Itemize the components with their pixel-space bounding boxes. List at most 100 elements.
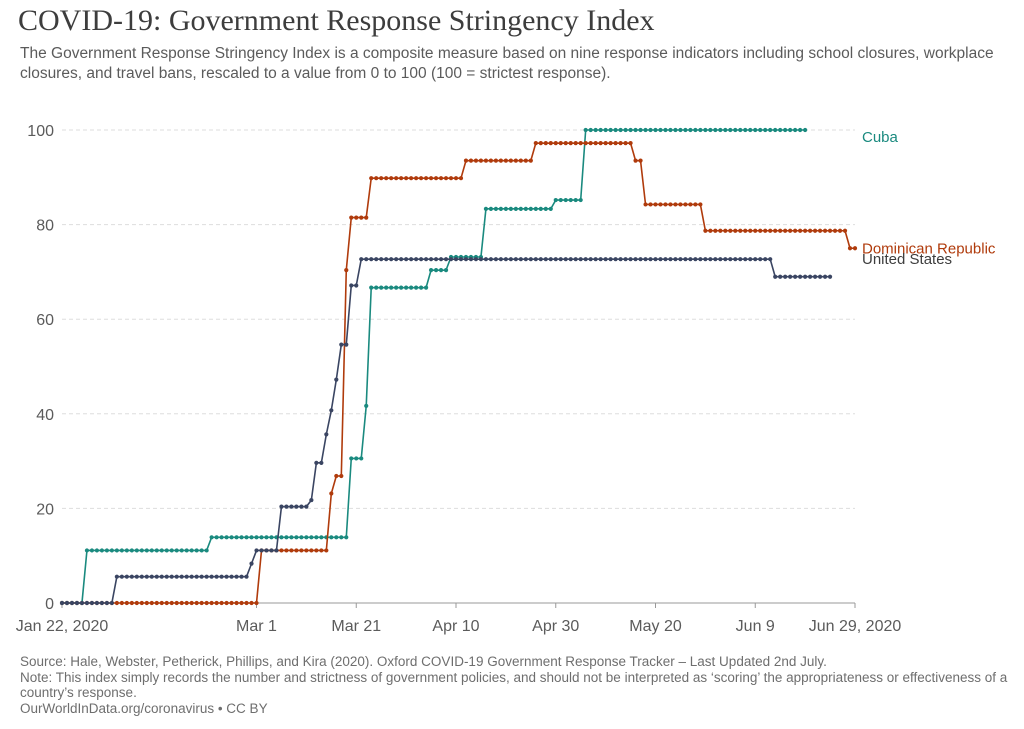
data-point xyxy=(723,127,728,133)
data-point xyxy=(359,215,364,220)
data-point xyxy=(309,548,314,553)
data-point xyxy=(219,574,224,579)
data-point xyxy=(364,257,369,262)
data-point xyxy=(219,535,224,540)
data-point xyxy=(389,285,394,290)
data-point xyxy=(159,600,164,606)
data-point xyxy=(89,548,95,553)
data-point xyxy=(428,257,434,262)
data-point xyxy=(588,141,593,146)
data-point xyxy=(344,535,349,540)
data-point xyxy=(693,127,698,133)
y-tick-label: 100 xyxy=(27,123,54,140)
data-point xyxy=(119,574,124,579)
data-point xyxy=(623,257,628,262)
x-tick-label: May 20 xyxy=(629,618,682,635)
data-point xyxy=(783,274,788,279)
y-tick-label: 80 xyxy=(36,218,54,235)
data-point xyxy=(229,574,234,579)
data-point xyxy=(703,228,708,233)
data-point xyxy=(748,257,753,262)
data-point xyxy=(518,257,523,262)
data-point xyxy=(528,158,533,163)
data-point xyxy=(418,257,424,262)
data-point xyxy=(528,257,533,262)
data-point xyxy=(369,176,374,181)
data-point xyxy=(119,600,124,606)
data-point xyxy=(543,206,548,211)
data-point xyxy=(184,600,189,606)
data-point xyxy=(783,127,788,133)
data-point xyxy=(299,535,304,540)
data-point xyxy=(144,574,149,579)
data-point xyxy=(803,274,808,279)
data-point xyxy=(349,456,354,461)
data-point xyxy=(169,574,174,579)
data-point xyxy=(84,548,90,553)
data-point xyxy=(119,548,124,553)
data-point xyxy=(284,535,289,540)
data-point xyxy=(728,127,733,133)
data-point xyxy=(543,141,548,146)
credit-link[interactable]: OurWorldInData.org/coronavirus • CC BY xyxy=(20,700,268,716)
data-point xyxy=(743,127,748,133)
data-point xyxy=(114,574,119,579)
data-point xyxy=(399,176,404,181)
data-point xyxy=(618,127,623,133)
data-point xyxy=(678,127,683,133)
data-point xyxy=(508,257,513,262)
data-point xyxy=(663,257,668,262)
data-point xyxy=(798,127,803,133)
data-point xyxy=(409,176,414,181)
data-point xyxy=(344,268,349,273)
data-point xyxy=(294,504,299,509)
data-point xyxy=(244,600,249,606)
data-point xyxy=(394,285,399,290)
data-point xyxy=(593,141,598,146)
data-point xyxy=(164,548,169,553)
data-point xyxy=(299,504,304,509)
data-point xyxy=(708,257,713,262)
data-point xyxy=(643,127,648,133)
data-point xyxy=(633,127,638,133)
y-tick-label: 40 xyxy=(36,407,54,424)
data-point xyxy=(409,257,414,262)
data-point xyxy=(304,535,309,540)
data-point xyxy=(648,257,653,262)
data-point xyxy=(533,141,538,146)
data-point xyxy=(433,257,439,262)
data-point xyxy=(513,257,518,262)
data-point xyxy=(418,176,424,181)
data-point xyxy=(578,141,583,146)
data-point xyxy=(638,158,643,163)
data-point xyxy=(209,600,214,606)
data-point xyxy=(618,257,623,262)
data-point xyxy=(743,257,748,262)
data-point xyxy=(563,257,568,262)
data-point xyxy=(324,548,329,553)
data-point xyxy=(718,228,723,233)
data-point xyxy=(708,127,713,133)
data-point xyxy=(209,574,214,579)
data-point xyxy=(219,600,224,606)
data-point xyxy=(688,257,693,262)
data-point xyxy=(608,127,613,133)
data-point xyxy=(409,285,414,290)
data-point xyxy=(613,257,618,262)
data-point xyxy=(648,202,653,207)
data-point xyxy=(753,228,758,233)
x-tick-label: Mar 21 xyxy=(331,618,381,635)
data-point xyxy=(793,228,798,233)
data-point xyxy=(414,257,419,262)
data-point xyxy=(793,127,798,133)
x-tick-label: Jun 29, 2020 xyxy=(809,618,902,635)
x-axis: Jan 22, 2020 Mar 1 Mar 21 Apr 10 Apr 30 May 2… xyxy=(16,602,902,635)
data-point xyxy=(199,600,204,606)
data-point xyxy=(184,548,189,553)
data-point xyxy=(309,535,314,540)
data-point xyxy=(668,202,673,207)
data-point xyxy=(164,600,169,606)
data-point xyxy=(643,257,648,262)
data-point xyxy=(808,274,813,279)
data-point xyxy=(753,127,758,133)
